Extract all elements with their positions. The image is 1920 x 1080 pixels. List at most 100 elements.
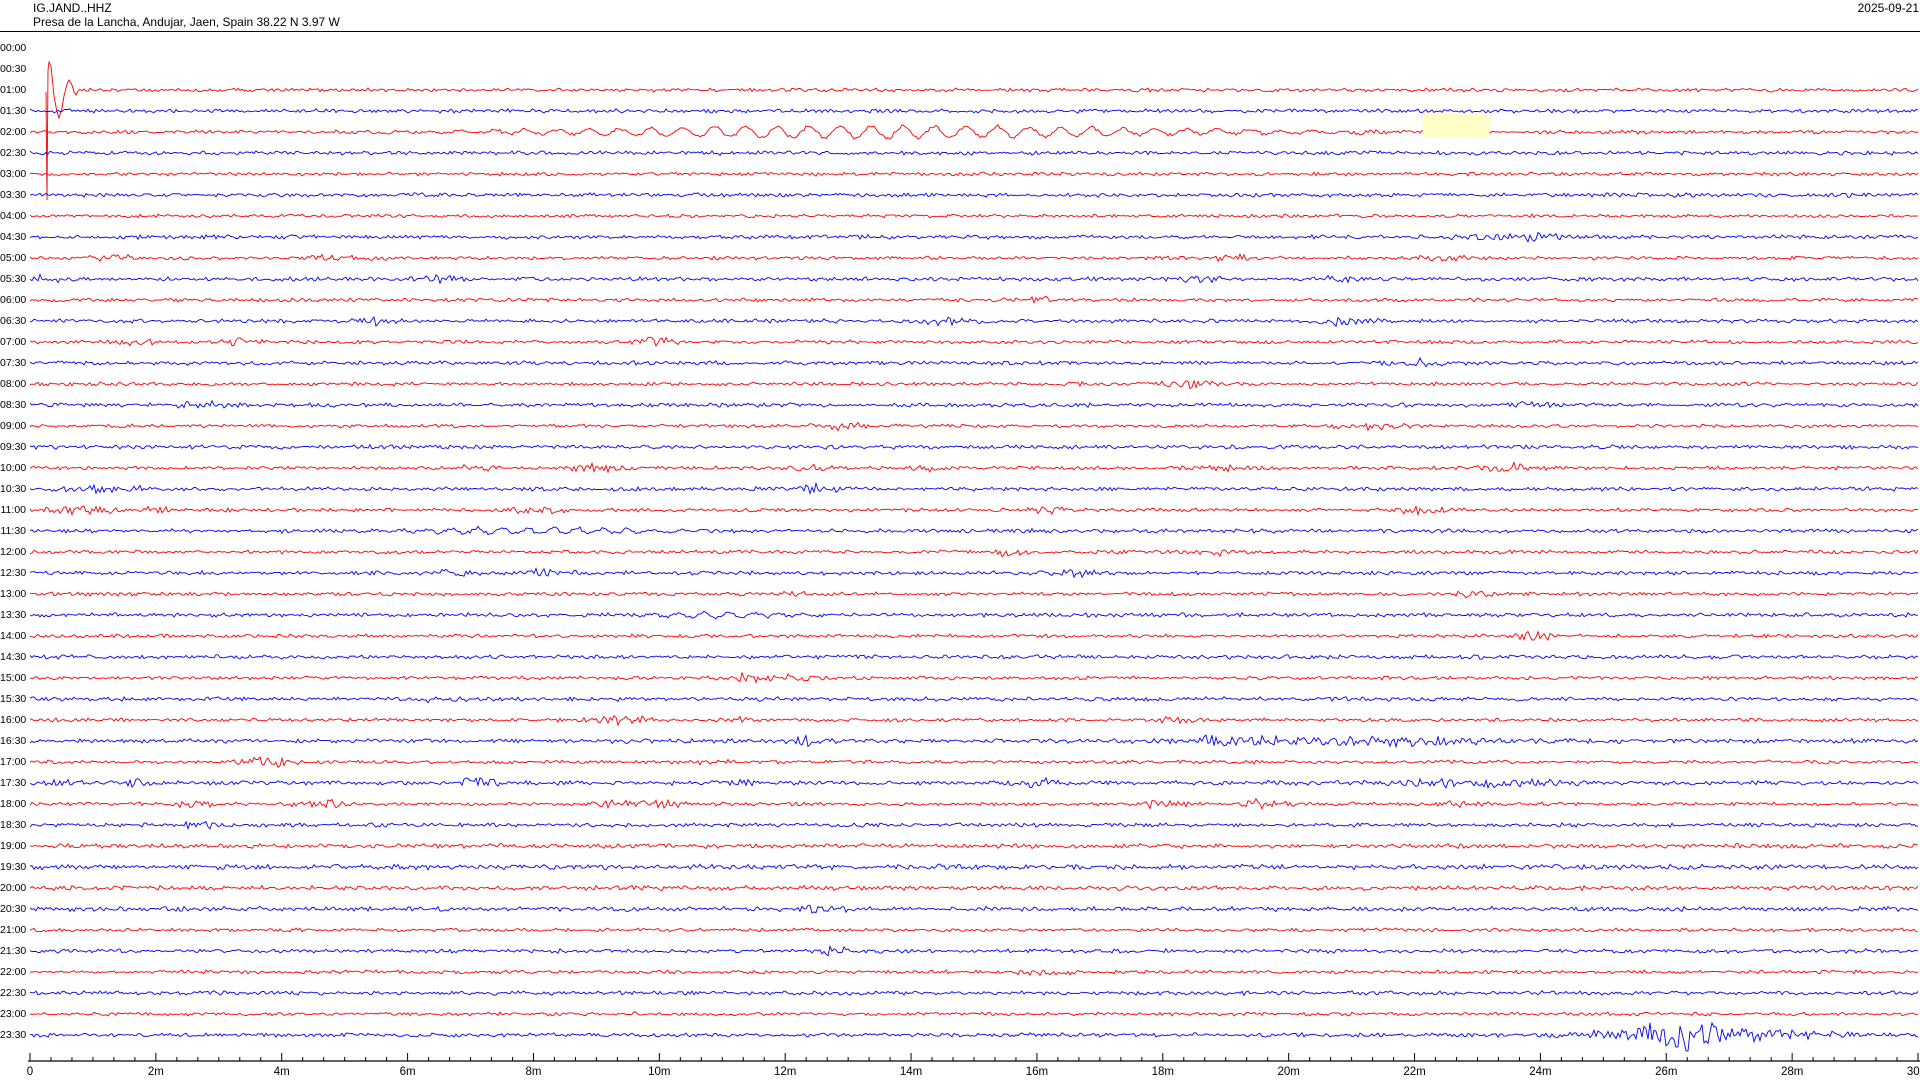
row-time-label: 23:00 <box>0 1008 27 1020</box>
row-time-label: 02:30 <box>0 147 27 159</box>
trace-row-04:30[interactable] <box>29 231 1919 243</box>
row-time-label: 06:00 <box>0 294 27 306</box>
trace-row-01:00[interactable] <box>45 60 1919 201</box>
row-time-label: 11:00 <box>0 504 27 516</box>
trace-row-18:30[interactable] <box>29 820 1919 831</box>
trace-row-22:00[interactable] <box>29 969 1919 977</box>
row-time-label: 14:00 <box>0 630 27 642</box>
row-time-label: 13:00 <box>0 588 27 600</box>
trace-row-20:30[interactable] <box>29 904 1919 914</box>
row-time-label: 18:00 <box>0 798 27 810</box>
trace-row-09:30[interactable] <box>29 443 1919 451</box>
trace-row-17:00[interactable] <box>29 756 1919 769</box>
trace-row-17:30[interactable] <box>29 776 1919 790</box>
trace-row-12:30[interactable] <box>29 567 1919 579</box>
row-time-label: 19:30 <box>0 861 27 873</box>
row-time-label: 06:30 <box>0 315 27 327</box>
trace-row-11:30[interactable] <box>29 525 1919 536</box>
row-time-label: 16:30 <box>0 735 27 747</box>
row-time-label: 10:30 <box>0 483 27 495</box>
x-axis-label: 20m <box>1277 1066 1299 1078</box>
trace-row-21:00[interactable] <box>29 927 1919 933</box>
row-time-label: 14:30 <box>0 651 27 663</box>
row-time-label: 18:30 <box>0 819 27 831</box>
trace-row-14:00[interactable] <box>29 630 1919 642</box>
x-axis-label: 14m <box>900 1066 922 1078</box>
x-axis-label: 28m <box>1781 1066 1803 1078</box>
trace-row-19:30[interactable] <box>29 863 1919 871</box>
x-axis-label: 18m <box>1152 1066 1174 1078</box>
row-time-label: 15:00 <box>0 672 27 684</box>
row-time-label: 12:30 <box>0 567 27 579</box>
x-axis-label: 8m <box>525 1066 541 1078</box>
row-time-label: 04:30 <box>0 231 27 243</box>
row-time-label: 05:30 <box>0 273 27 285</box>
trace-row-16:00[interactable] <box>29 714 1919 727</box>
x-axis-label: 22m <box>1403 1066 1425 1078</box>
trace-row-06:30[interactable] <box>29 316 1919 328</box>
row-time-label: 21:00 <box>0 924 27 936</box>
trace-row-07:00[interactable] <box>29 336 1919 348</box>
row-time-label: 19:00 <box>0 840 27 852</box>
row-time-label: 03:30 <box>0 189 27 201</box>
row-time-label: 08:30 <box>0 399 27 411</box>
trace-row-13:30[interactable] <box>30 610 1919 620</box>
trace-row-06:00[interactable] <box>29 295 1919 304</box>
row-time-label: 20:30 <box>0 903 27 915</box>
x-axis-label: 30m <box>1907 1066 1920 1078</box>
x-axis-label: 6m <box>400 1066 416 1078</box>
trace-row-16:30[interactable] <box>29 734 1919 749</box>
x-axis-label: 4m <box>274 1066 290 1078</box>
row-time-label: 01:00 <box>0 84 27 96</box>
row-time-label: 22:30 <box>0 987 27 999</box>
x-axis-label: 24m <box>1529 1066 1551 1078</box>
trace-row-10:00[interactable] <box>29 461 1919 474</box>
trace-row-13:00[interactable] <box>29 590 1919 599</box>
row-time-label: 15:30 <box>0 693 27 705</box>
x-axis-label: 0 <box>27 1066 33 1078</box>
row-time-label: 09:30 <box>0 441 27 453</box>
trace-row-04:00[interactable] <box>29 213 1919 219</box>
trace-row-05:00[interactable] <box>29 252 1919 263</box>
row-time-label: 12:00 <box>0 546 27 558</box>
trace-row-20:00[interactable] <box>29 884 1919 892</box>
trace-row-12:00[interactable] <box>29 549 1919 558</box>
trace-row-02:30[interactable] <box>29 150 1919 156</box>
x-axis-label: 26m <box>1655 1066 1677 1078</box>
selection-highlight[interactable] <box>1422 113 1490 138</box>
trace-row-08:30[interactable] <box>29 399 1919 409</box>
row-time-label: 17:30 <box>0 777 27 789</box>
trace-row-15:30[interactable] <box>29 696 1919 704</box>
trace-row-14:30[interactable] <box>29 654 1919 660</box>
trace-row-10:30[interactable] <box>29 481 1919 496</box>
row-time-label: 11:30 <box>0 525 27 537</box>
row-time-label: 17:00 <box>0 756 27 768</box>
trace-row-08:00[interactable] <box>29 379 1919 390</box>
trace-row-18:00[interactable] <box>29 797 1919 811</box>
trace-row-23:00[interactable] <box>29 1011 1919 1017</box>
trace-row-01:30[interactable] <box>29 108 1919 114</box>
trace-row-09:00[interactable] <box>29 421 1919 432</box>
row-time-label: 16:00 <box>0 714 27 726</box>
row-time-label: 02:00 <box>0 126 27 138</box>
trace-row-03:30[interactable] <box>29 192 1919 198</box>
row-time-label: 08:00 <box>0 378 27 390</box>
trace-row-15:00[interactable] <box>29 671 1919 684</box>
trace-row-05:30[interactable] <box>29 273 1919 285</box>
trace-row-23:30[interactable] <box>29 1021 1919 1052</box>
row-time-label: 01:30 <box>0 105 27 117</box>
row-time-label: 04:00 <box>0 210 27 222</box>
trace-row-03:00[interactable] <box>29 171 1919 177</box>
trace-row-02:00[interactable] <box>29 124 1919 140</box>
trace-row-19:00[interactable] <box>29 842 1919 850</box>
row-time-label: 00:00 <box>0 42 27 54</box>
trace-row-11:00[interactable] <box>29 504 1918 517</box>
row-time-label: 00:30 <box>0 63 27 75</box>
row-time-label: 22:00 <box>0 966 27 978</box>
trace-row-07:30[interactable] <box>29 356 1919 368</box>
trace-row-21:30[interactable] <box>29 944 1919 957</box>
trace-row-22:30[interactable] <box>29 990 1919 997</box>
row-time-label: 07:00 <box>0 336 27 348</box>
station-id: IG.JAND..HHZ <box>33 1 112 15</box>
